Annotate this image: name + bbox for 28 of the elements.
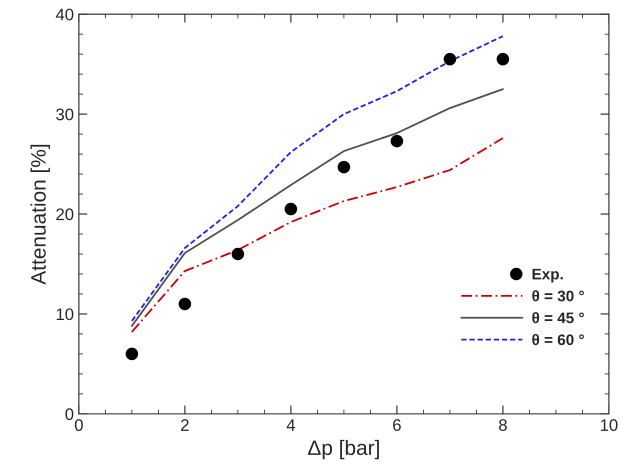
x-axis-title: Δp [bar] [308,440,379,460]
legend-label: θ = 60 ° [532,334,584,346]
point [390,134,404,148]
point [338,160,350,174]
x-tick-label: 6 [393,419,401,431]
y-tick-label: 30 [56,108,74,120]
legend-label: θ = 45 ° [532,312,584,324]
line-series [130,137,504,333]
y-tick-label: 0 [65,408,74,420]
y-tick-label: 20 [56,208,74,220]
point [232,248,244,260]
x-tick-label: 2 [181,419,189,431]
x-tick-label: 10 [600,419,618,431]
x-tick-label: 4 [286,419,296,431]
legend-label: θ = 30 ° [532,290,584,302]
point [178,298,192,310]
point [126,348,138,360]
y-axis-title: Attenuation [%] [30,144,50,285]
point [284,202,298,216]
x-tick-label: 8 [498,419,507,431]
legend-label: Exp. [532,268,563,283]
point [496,52,510,66]
line-series [130,88,504,327]
x-tick-label: 0 [74,419,83,431]
point [444,52,456,66]
y-tick-label: 40 [56,8,74,20]
line-series [130,35,504,322]
y-tick-label: 10 [56,308,74,320]
